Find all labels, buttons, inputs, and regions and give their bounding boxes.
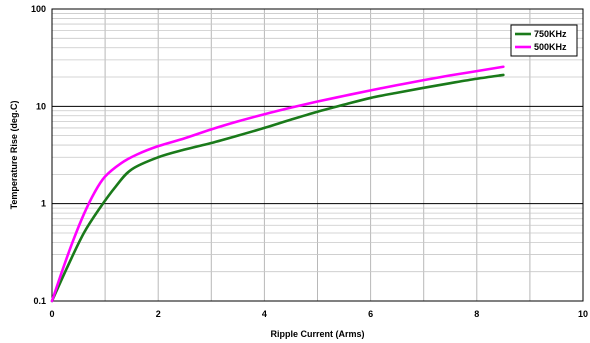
y-axis-label: Temperature Rise (deg.C) [9, 101, 19, 210]
y-tick-label: 100 [31, 4, 46, 14]
legend-box [510, 24, 578, 57]
series-layer [50, 65, 505, 303]
x-tick-label: 2 [156, 309, 161, 319]
plot-border [51, 8, 584, 302]
y-tick-label: 10 [36, 101, 46, 111]
x-tick-label: 10 [578, 309, 588, 319]
legend-label: 750KHz [534, 29, 567, 39]
y-tick-label: 1 [41, 199, 46, 209]
x-tick-label: 8 [474, 309, 479, 319]
x-tick-label: 4 [262, 309, 267, 319]
series-line-500KHz [50, 65, 505, 303]
x-tick-label: 6 [368, 309, 373, 319]
x-tick-label: 0 [49, 309, 54, 319]
x-axis-label: Ripple Current (Arms) [270, 329, 364, 339]
series-line-750KHz [50, 73, 505, 303]
legend-label: 500KHz [534, 42, 567, 52]
tick-labels: 0 2 4 6 8 10 0.1 1 10 100 [31, 4, 588, 319]
major-gridlines [52, 105, 583, 205]
y-tick-label: 0.1 [33, 296, 46, 306]
legend: 750KHz 500KHz [510, 24, 578, 57]
